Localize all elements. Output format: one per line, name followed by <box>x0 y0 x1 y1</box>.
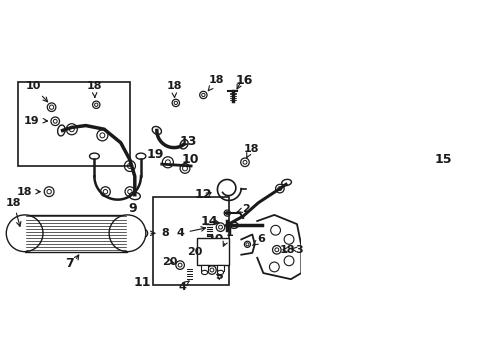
Text: 19: 19 <box>146 148 164 161</box>
Text: 2: 2 <box>236 204 249 214</box>
Text: 4: 4 <box>178 281 189 292</box>
Text: 6: 6 <box>252 234 265 246</box>
Text: 10: 10 <box>25 81 47 102</box>
Ellipse shape <box>344 164 352 170</box>
Bar <box>18 82 130 166</box>
Ellipse shape <box>229 222 238 228</box>
Text: 5: 5 <box>214 271 222 281</box>
Bar <box>153 197 228 285</box>
Text: 18: 18 <box>208 75 224 91</box>
Text: 18: 18 <box>86 81 102 97</box>
Ellipse shape <box>339 159 378 167</box>
Text: 18: 18 <box>17 187 40 197</box>
Ellipse shape <box>281 179 291 186</box>
Text: 20: 20 <box>187 247 202 257</box>
Bar <box>24 215 127 252</box>
Text: 14: 14 <box>200 215 218 228</box>
Text: 3: 3 <box>291 245 302 255</box>
Text: 13: 13 <box>179 135 196 148</box>
Text: 16: 16 <box>235 74 252 87</box>
Ellipse shape <box>366 164 374 170</box>
Text: 18: 18 <box>243 144 258 158</box>
Text: 8: 8 <box>150 228 169 238</box>
Bar <box>197 238 228 265</box>
Circle shape <box>269 262 279 272</box>
Ellipse shape <box>6 215 43 252</box>
Text: 18: 18 <box>166 81 182 98</box>
Text: 15: 15 <box>434 153 451 166</box>
Ellipse shape <box>58 125 65 136</box>
Text: 20: 20 <box>163 257 178 267</box>
Bar <box>201 265 208 271</box>
Text: 18: 18 <box>6 198 21 226</box>
Text: 18: 18 <box>279 245 294 255</box>
Circle shape <box>270 225 280 235</box>
Text: 17: 17 <box>0 359 1 360</box>
Text: 20: 20 <box>205 233 223 246</box>
Bar <box>216 265 224 271</box>
Text: 1: 1 <box>223 228 232 246</box>
Circle shape <box>284 234 293 244</box>
Text: 7: 7 <box>65 257 74 270</box>
Text: 11: 11 <box>133 276 151 289</box>
Circle shape <box>284 256 293 266</box>
Ellipse shape <box>339 125 378 134</box>
Text: 10: 10 <box>181 153 198 166</box>
Ellipse shape <box>129 192 140 200</box>
Text: 4: 4 <box>177 227 205 238</box>
Ellipse shape <box>217 270 223 275</box>
Ellipse shape <box>180 140 188 149</box>
Ellipse shape <box>201 270 207 275</box>
Ellipse shape <box>152 126 161 135</box>
Text: 19: 19 <box>24 116 40 126</box>
Text: 18: 18 <box>0 359 1 360</box>
Bar <box>378 141 390 153</box>
Text: 9: 9 <box>128 202 137 215</box>
Bar <box>339 129 378 163</box>
Text: 12: 12 <box>194 188 212 201</box>
Ellipse shape <box>109 215 145 252</box>
